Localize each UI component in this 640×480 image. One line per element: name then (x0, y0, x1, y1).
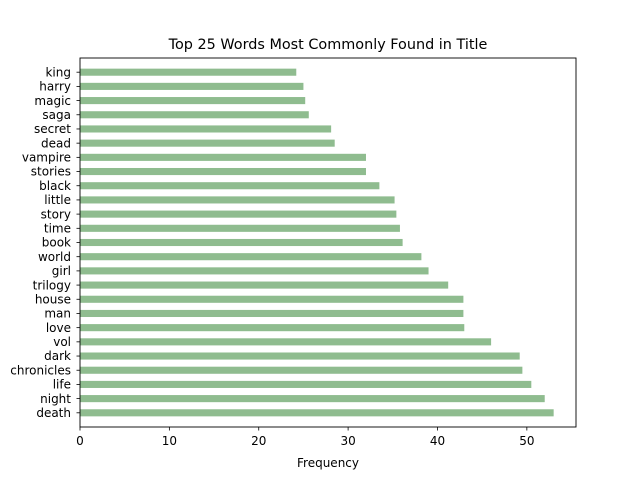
bar-dark (80, 352, 520, 360)
y-tick-label: death (36, 406, 71, 420)
bar-death (80, 409, 554, 417)
bar-story (80, 210, 397, 218)
bar-dead (80, 139, 335, 147)
y-tick-label: man (44, 307, 71, 321)
bar-time (80, 224, 400, 232)
y-tick-label: life (53, 378, 71, 392)
plot-frame (79, 57, 577, 428)
bar-king (80, 68, 297, 76)
x-tick-label: 20 (251, 434, 266, 448)
y-tick-label: little (44, 193, 71, 207)
bar-magic (80, 97, 306, 105)
bar-world (80, 253, 422, 261)
y-tick-label: stories (31, 165, 71, 179)
bar-stories (80, 167, 366, 176)
bar-man (80, 309, 464, 318)
bar-life (80, 380, 532, 388)
bar-girl (80, 267, 429, 275)
y-tick-label: harry (39, 80, 71, 94)
y-tick-label: book (42, 236, 71, 250)
x-tick-label: 0 (76, 434, 84, 448)
bar-harry (80, 82, 304, 90)
y-tick-label: night (40, 392, 71, 406)
bar-vol (80, 338, 492, 346)
y-tick-label: black (39, 179, 71, 193)
bar-night (80, 395, 545, 403)
y-tick-label: world (38, 250, 71, 264)
y-tick-label: dark (44, 349, 71, 363)
y-tick-label: chronicles (10, 363, 71, 377)
y-tick-label: story (41, 207, 71, 221)
bar-little (80, 196, 395, 204)
y-tick-label: vampire (22, 151, 71, 165)
bar-black (80, 182, 380, 190)
x-tick-label: 30 (340, 434, 355, 448)
x-tick-label: 40 (430, 434, 445, 448)
y-tick-label: dead (41, 136, 71, 150)
y-tick-label: saga (42, 108, 71, 122)
bar-saga (80, 111, 309, 119)
bar-vampire (80, 153, 366, 161)
bar-house (80, 295, 464, 303)
y-axis-ticks: deathnightlifechroniclesdarkvollovemanho… (10, 65, 80, 420)
y-tick-label: king (45, 65, 71, 79)
x-tick-label: 50 (519, 434, 534, 448)
y-tick-label: time (44, 222, 71, 236)
x-axis-label: Frequency (297, 456, 359, 470)
bar-chronicles (80, 366, 523, 374)
bar-trilogy (80, 281, 449, 289)
y-tick-label: magic (34, 94, 71, 108)
y-tick-label: secret (34, 122, 71, 136)
y-tick-label: girl (52, 264, 71, 278)
bar-love (80, 324, 465, 332)
bar-secret (80, 125, 332, 133)
chart-title: Top 25 Words Most Commonly Found in Titl… (168, 37, 488, 53)
x-axis-ticks: 0 10 20 30 40 50 (76, 427, 534, 448)
y-tick-label: trilogy (33, 278, 71, 292)
bar-book (80, 238, 403, 247)
y-tick-label: love (46, 321, 71, 335)
y-tick-label: house (35, 292, 71, 306)
y-tick-label: vol (53, 335, 71, 349)
bars-group (80, 68, 554, 417)
x-tick-label: 10 (162, 434, 177, 448)
